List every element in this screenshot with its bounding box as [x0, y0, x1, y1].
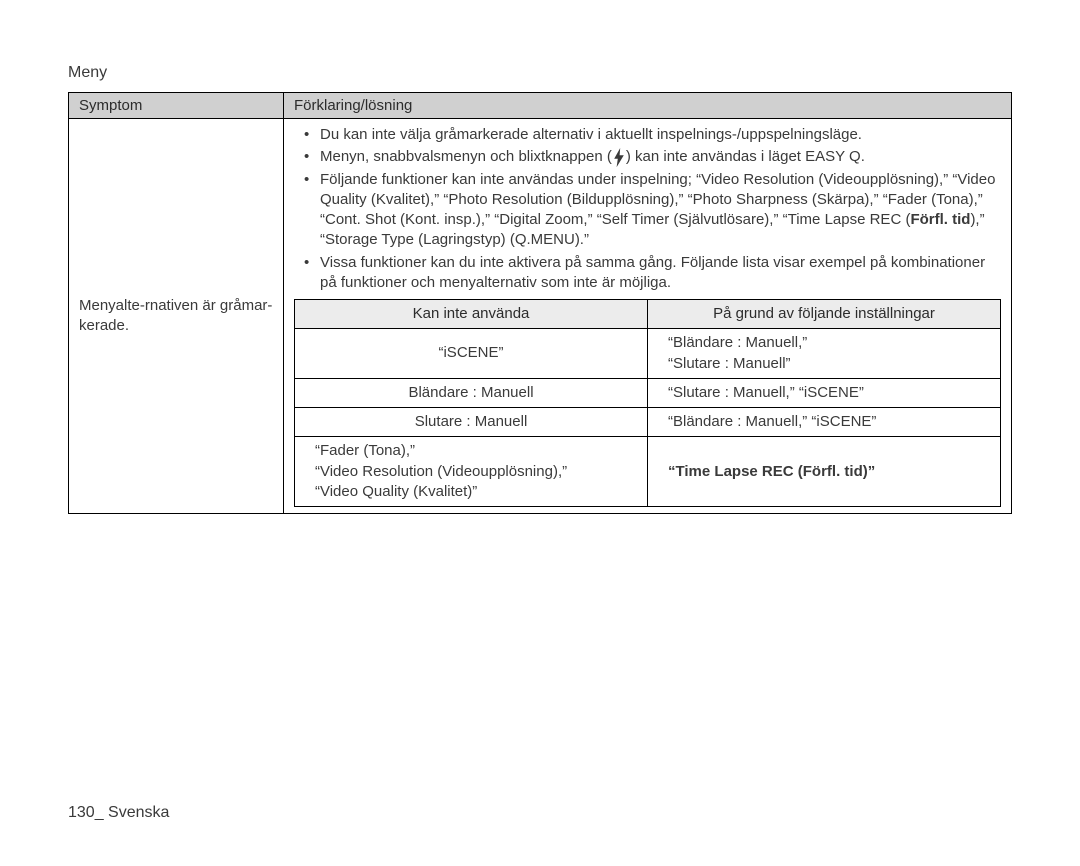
cannot-use-cell: “iSCENE” — [295, 329, 648, 379]
inner-col-cannot-use: Kan inte använda — [295, 300, 648, 329]
explanation-cell: Du kan inte välja gråmarkerade alternati… — [284, 119, 1012, 514]
bullet-list: Du kan inte välja gråmarkerade alternati… — [294, 125, 1001, 293]
bullet-item: Menyn, snabbvalsmenyn och blixtknappen (… — [294, 147, 1001, 167]
cannot-use-cell: Bländare : Manuell — [295, 378, 648, 407]
bullet-item: Följande funktioner kan inte användas un… — [294, 170, 1001, 251]
symptom-cell: Menyalte-rnativen är gråmar-kerade. — [69, 119, 284, 514]
due-to-cell: “Time Lapse REC (Förfl. tid)” — [648, 437, 1001, 507]
cannot-use-cell: “Fader (Tona),”“Video Resolution (Videou… — [295, 437, 648, 507]
inner-table-row: “iSCENE”“Bländare : Manuell,”“Slutare : … — [295, 329, 1001, 379]
inner-table-row: “Fader (Tona),”“Video Resolution (Videou… — [295, 437, 1001, 507]
bullet-item: Du kan inte välja gråmarkerade alternati… — [294, 125, 1001, 145]
page-footer: 130_ Svenska — [68, 804, 169, 822]
col-header-explanation: Förklaring/lösning — [284, 93, 1012, 119]
due-to-cell: “Slutare : Manuell,” “iSCENE” — [648, 378, 1001, 407]
inner-table: Kan inte använda På grund av följande in… — [294, 299, 1001, 507]
cannot-use-cell: Slutare : Manuell — [295, 408, 648, 437]
col-header-symptom: Symptom — [69, 93, 284, 119]
due-to-cell: “Bländare : Manuell,”“Slutare : Manuell” — [648, 329, 1001, 379]
bold-text: Förfl. tid — [910, 211, 970, 228]
troubleshooting-table: Symptom Förklaring/lösning Menyalte-rnat… — [68, 92, 1012, 514]
inner-table-row: Bländare : Manuell“Slutare : Manuell,” “… — [295, 378, 1001, 407]
bold-text: “Time Lapse REC (Förfl. tid)” — [668, 463, 875, 480]
section-title: Meny — [68, 64, 1012, 82]
inner-table-row: Slutare : Manuell“Bländare : Manuell,” “… — [295, 408, 1001, 437]
table-row: Menyalte-rnativen är gråmar-kerade. Du k… — [69, 119, 1012, 514]
inner-col-due-to: På grund av följande inställningar — [648, 300, 1001, 329]
bullet-item: Vissa funktioner kan du inte aktivera på… — [294, 253, 1001, 294]
due-to-cell: “Bländare : Manuell,” “iSCENE” — [648, 408, 1001, 437]
